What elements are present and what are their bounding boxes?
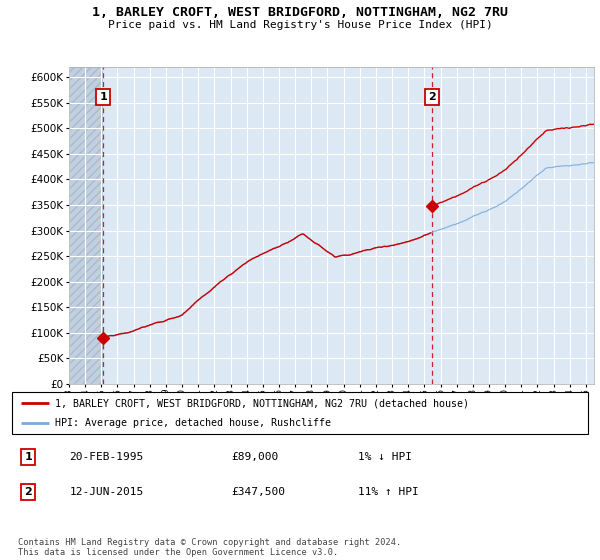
Text: 2: 2 <box>428 92 436 102</box>
Text: Price paid vs. HM Land Registry's House Price Index (HPI): Price paid vs. HM Land Registry's House … <box>107 20 493 30</box>
FancyBboxPatch shape <box>12 392 588 434</box>
Text: 1, BARLEY CROFT, WEST BRIDGFORD, NOTTINGHAM, NG2 7RU (detached house): 1, BARLEY CROFT, WEST BRIDGFORD, NOTTING… <box>55 398 469 408</box>
Text: HPI: Average price, detached house, Rushcliffe: HPI: Average price, detached house, Rush… <box>55 418 331 428</box>
Text: 20-FEB-1995: 20-FEB-1995 <box>70 452 144 462</box>
Text: £347,500: £347,500 <box>231 487 285 497</box>
Text: 1% ↓ HPI: 1% ↓ HPI <box>358 452 412 462</box>
Text: 12-JUN-2015: 12-JUN-2015 <box>70 487 144 497</box>
Bar <box>69 67 103 384</box>
Text: 1: 1 <box>24 452 32 462</box>
Text: 2: 2 <box>24 487 32 497</box>
Text: 1, BARLEY CROFT, WEST BRIDGFORD, NOTTINGHAM, NG2 7RU: 1, BARLEY CROFT, WEST BRIDGFORD, NOTTING… <box>92 6 508 18</box>
Text: 1: 1 <box>100 92 107 102</box>
Text: 11% ↑ HPI: 11% ↑ HPI <box>358 487 418 497</box>
Text: Contains HM Land Registry data © Crown copyright and database right 2024.
This d: Contains HM Land Registry data © Crown c… <box>18 538 401 557</box>
Text: £89,000: £89,000 <box>231 452 278 462</box>
